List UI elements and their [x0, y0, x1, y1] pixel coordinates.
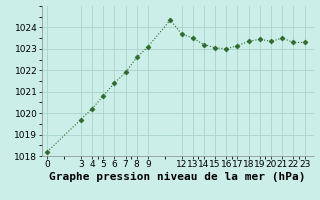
X-axis label: Graphe pression niveau de la mer (hPa): Graphe pression niveau de la mer (hPa): [49, 172, 306, 182]
